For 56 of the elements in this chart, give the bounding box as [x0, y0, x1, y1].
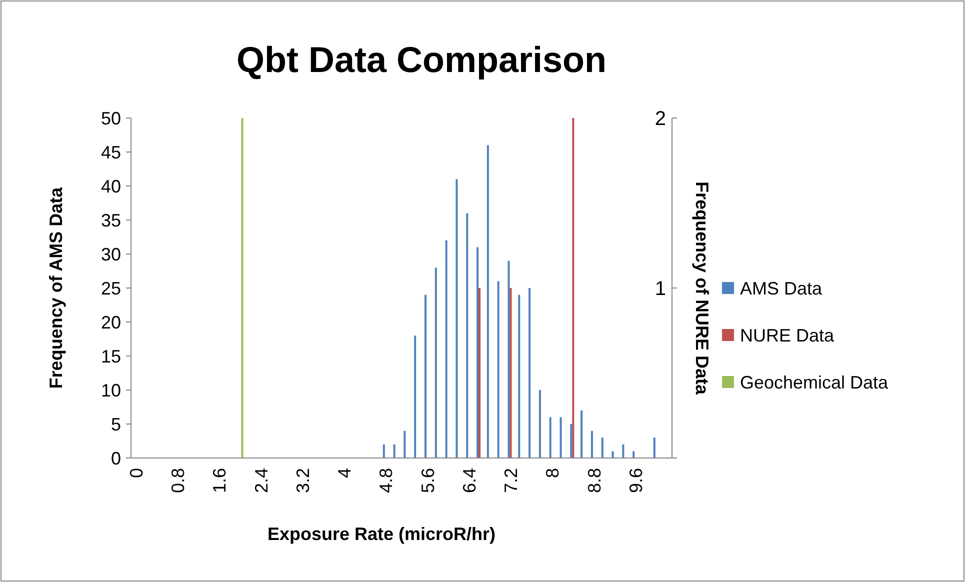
y2-tick-label: 2 [654, 108, 666, 130]
bar [497, 281, 500, 458]
x-axis-title: Exposure Rate (microR/hr) [267, 524, 496, 544]
bar [549, 417, 552, 458]
y-tick-label: 30 [100, 244, 121, 264]
y-tick-label: 5 [110, 414, 121, 434]
bar [518, 294, 520, 458]
x-tick-label: 4 [334, 468, 355, 478]
y-tick-label: 10 [100, 380, 121, 400]
legend-label: Geochemical Data [740, 372, 890, 392]
legend-label: NURE Data [740, 325, 836, 346]
x-tick-label: 5.6 [418, 468, 438, 494]
x-tick-label: 0.8 [168, 468, 188, 494]
y-tick-label: 15 [100, 346, 121, 366]
bar [580, 410, 583, 458]
y-tick-label: 50 [100, 108, 121, 128]
y-tick-label: 45 [100, 142, 121, 162]
y-tick-label: 35 [100, 210, 121, 230]
chart-title: Qbt Data Comparison [236, 39, 607, 80]
bar [538, 390, 541, 458]
x-tick-label: 7.2 [501, 468, 522, 494]
x-tick-label: 9.6 [626, 468, 646, 494]
x-tick-label: 0 [126, 468, 146, 478]
x-tick-label: 2.4 [251, 468, 272, 494]
x-tick-label: 3.2 [292, 468, 313, 494]
bar [414, 336, 416, 458]
y2-tick-label: 1 [654, 278, 666, 300]
bar [560, 417, 562, 458]
x-tick-label: 8 [542, 468, 563, 478]
y2-axis-title: Frequency of NURE Data [692, 181, 712, 396]
bar [445, 240, 448, 458]
y-tick-label: 25 [100, 278, 121, 298]
bar [528, 288, 531, 458]
bar [456, 179, 458, 458]
bar [393, 444, 396, 458]
x-tick-label: 6.4 [459, 468, 480, 494]
bar [590, 430, 593, 458]
bar [434, 268, 437, 458]
bar [466, 213, 468, 458]
bar [424, 294, 427, 458]
x-tick-label: 4.8 [376, 468, 396, 494]
bar [486, 145, 489, 458]
bar [622, 444, 624, 458]
y-tick-label: 40 [100, 176, 121, 196]
x-tick-label: 8.8 [584, 468, 604, 494]
bar [632, 451, 635, 458]
bar [612, 451, 614, 458]
x-tick-label: 1.6 [210, 468, 230, 494]
bar [653, 438, 656, 458]
legend-label: AMS Data [740, 278, 824, 298]
bar [601, 438, 604, 458]
bar [570, 424, 572, 458]
bar [404, 430, 406, 458]
bar [382, 444, 385, 458]
y-axis-title: Frequency of AMS Data [46, 186, 66, 389]
y-tick-label: 20 [100, 312, 121, 332]
